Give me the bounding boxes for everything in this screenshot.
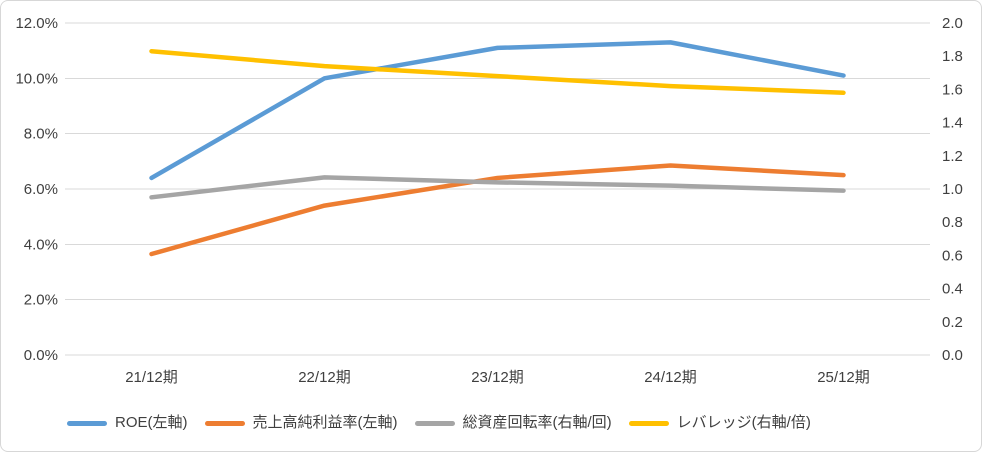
left-axis-tick-label: 6.0%: [24, 181, 58, 198]
left-axis-tick-label: 2.0%: [24, 292, 58, 309]
legend-item[interactable]: レバレッジ(右軸/倍): [628, 413, 811, 433]
legend-item[interactable]: ROE(左軸): [67, 413, 188, 433]
series-line-ROE(左軸)[interactable]: [149, 40, 846, 181]
right-axis-tick-label: 0.8: [942, 214, 963, 231]
x-axis-category-label: 23/12期: [471, 369, 524, 386]
x-axis-category-label: 24/12期: [644, 369, 697, 386]
legend-line-swatch: [204, 420, 245, 426]
chart-legend: ROE(左軸) 売上高純利益率(左軸) 総資産回転率(右軸/回) レバレッジ(右軸/倍…: [67, 413, 811, 433]
series-line-総資産回転率(右軸/回)[interactable]: [149, 175, 846, 200]
right-axis-tick-label: 1.4: [942, 115, 963, 132]
right-axis-tick-label: 1.8: [942, 48, 963, 65]
x-axis-category-label: 22/12期: [298, 369, 351, 386]
legend-item[interactable]: 売上高純利益率(左軸): [204, 413, 398, 433]
left-axis-tick-label: 12.0%: [15, 15, 58, 32]
legend-label: レバレッジ(右軸/倍): [676, 414, 811, 431]
legend-line-swatch: [414, 420, 455, 426]
right-axis-tick-label: 0.6: [942, 247, 963, 264]
legend-label: ROE(左軸): [115, 414, 188, 431]
x-axis-category-label: 21/12期: [125, 369, 178, 386]
right-axis-tick-label: 1.0: [942, 181, 963, 198]
series-line-レバレッジ(右軸/倍)[interactable]: [149, 48, 846, 95]
legend-label: 売上高純利益率(左軸): [252, 414, 398, 431]
legend-item[interactable]: 総資産回転率(右軸/回): [414, 413, 612, 433]
legend-label: 総資産回転率(右軸/回): [462, 414, 612, 431]
left-axis-tick-label: 10.0%: [15, 70, 58, 87]
right-axis-tick-label: 1.2: [942, 148, 963, 165]
left-axis-tick-label: 4.0%: [24, 236, 58, 253]
right-axis-tick-label: 0.0: [942, 347, 963, 364]
left-axis-tick-label: 0.0%: [24, 347, 58, 364]
left-axis-tick-label: 8.0%: [24, 126, 58, 143]
right-axis-tick-label: 0.2: [942, 314, 963, 331]
right-axis-tick-label: 0.4: [942, 281, 963, 298]
right-axis-tick-label: 1.6: [942, 81, 963, 98]
legend-line-swatch: [628, 420, 669, 426]
legend-line-swatch: [67, 420, 107, 426]
series-line-売上高純利益率(左軸)[interactable]: [149, 163, 846, 257]
x-axis-category-label: 25/12期: [817, 369, 870, 386]
right-axis-tick-label: 2.0: [942, 15, 963, 32]
